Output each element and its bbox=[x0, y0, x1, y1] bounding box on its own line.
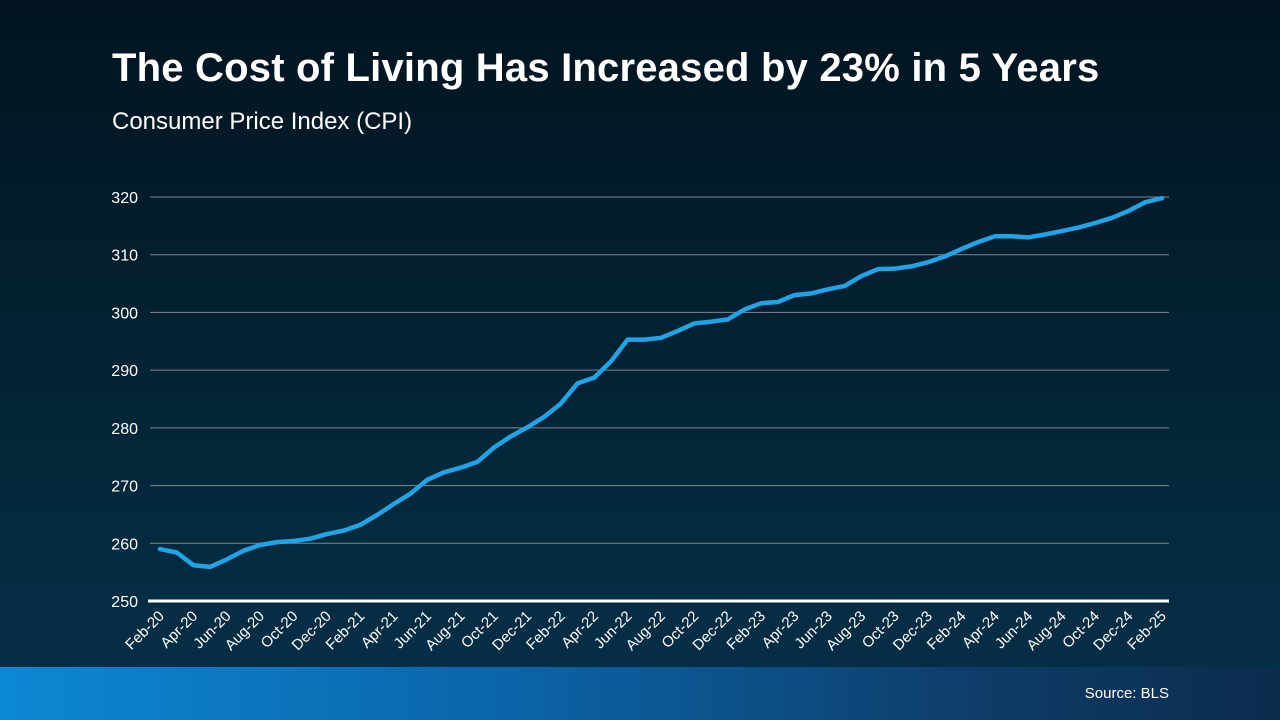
y-axis-tick-label: 290 bbox=[111, 363, 138, 380]
y-axis-tick-label: 260 bbox=[111, 536, 138, 553]
y-axis-tick-label: 250 bbox=[111, 594, 138, 611]
cpi-series-line bbox=[157, 195, 1165, 570]
chart-subtitle: Consumer Price Index (CPI) bbox=[112, 108, 413, 135]
y-axis-tick-label: 300 bbox=[111, 305, 138, 322]
page-title: The Cost of Living Has Increased by 23% … bbox=[112, 46, 1100, 90]
footer-bar: Source: BLS bbox=[0, 667, 1280, 720]
y-axis-tick-label: 310 bbox=[111, 248, 138, 265]
y-axis-tick-label: 280 bbox=[111, 421, 138, 438]
x-axis-tick-label: Feb-20 bbox=[122, 608, 168, 654]
source-label: Source: BLS bbox=[1084, 685, 1169, 702]
y-axis-tick-label: 320 bbox=[111, 190, 138, 207]
y-axis-tick-label: 270 bbox=[111, 479, 138, 496]
